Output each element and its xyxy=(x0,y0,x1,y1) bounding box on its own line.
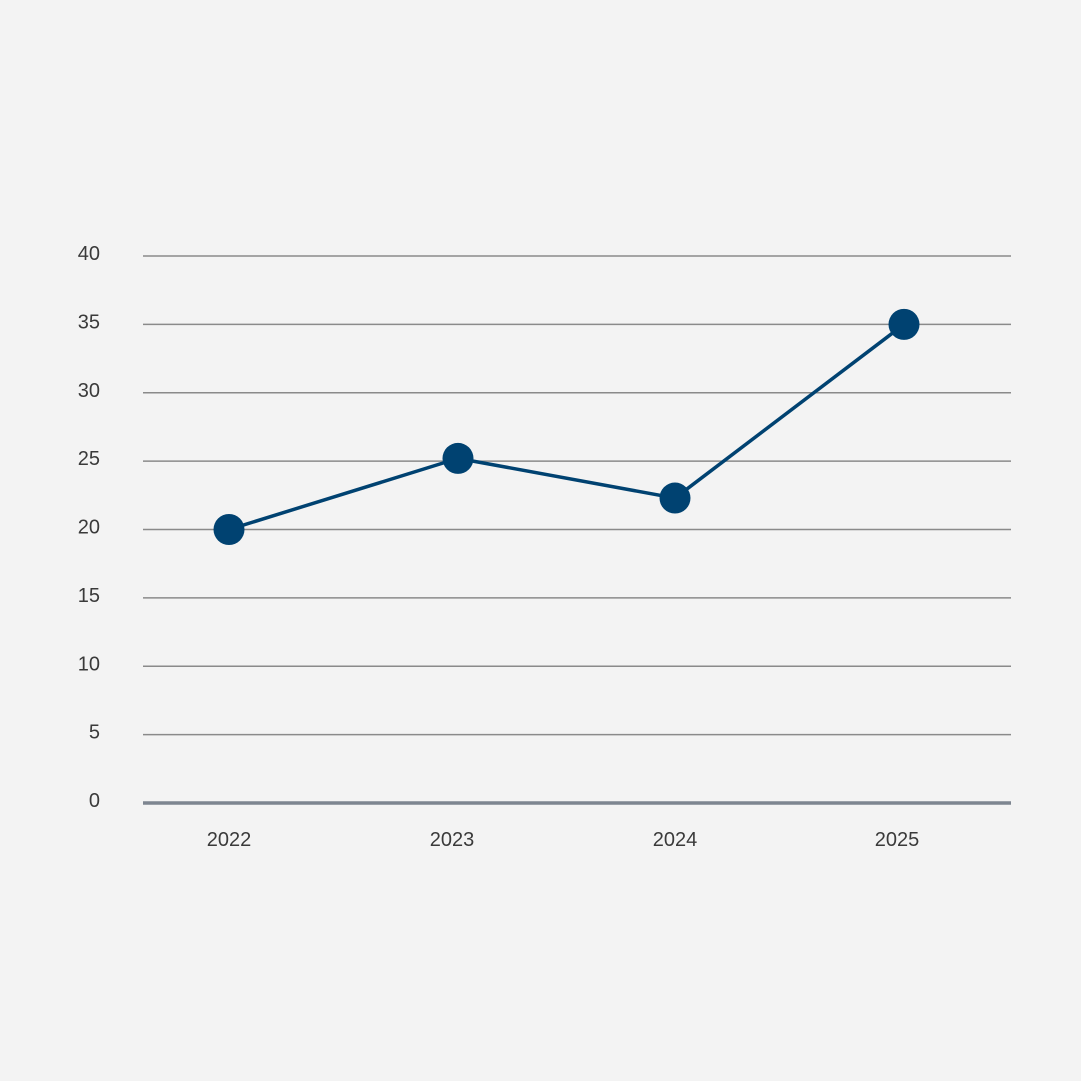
y-tick-label: 30 xyxy=(78,380,100,402)
y-tick-label: 5 xyxy=(89,722,100,744)
x-tick-label: 2024 xyxy=(653,829,698,851)
y-tick-label: 40 xyxy=(78,243,100,265)
y-tick-label: 15 xyxy=(78,585,100,607)
data-point-2023 xyxy=(442,442,474,474)
x-tick-label: 2023 xyxy=(430,829,475,851)
data-point-2022 xyxy=(213,514,245,545)
y-tick-label: 35 xyxy=(78,311,100,333)
x-axis-tick-labels: 2022 2023 2024 2025 xyxy=(207,829,920,851)
y-axis-tick-labels: 0 5 10 15 20 25 30 35 40 xyxy=(78,243,100,812)
x-tick-label: 2022 xyxy=(207,829,252,851)
x-tick-label: 2025 xyxy=(875,829,920,851)
series-layer xyxy=(213,308,920,545)
y-tick-label: 25 xyxy=(78,448,100,470)
y-tick-label: 0 xyxy=(89,790,100,812)
y-tick-label: 10 xyxy=(78,653,100,675)
data-point-2025 xyxy=(888,308,920,340)
gridlines xyxy=(143,255,1011,805)
series-line xyxy=(228,322,906,532)
data-point-2024 xyxy=(659,482,691,514)
y-tick-label: 20 xyxy=(78,517,100,539)
